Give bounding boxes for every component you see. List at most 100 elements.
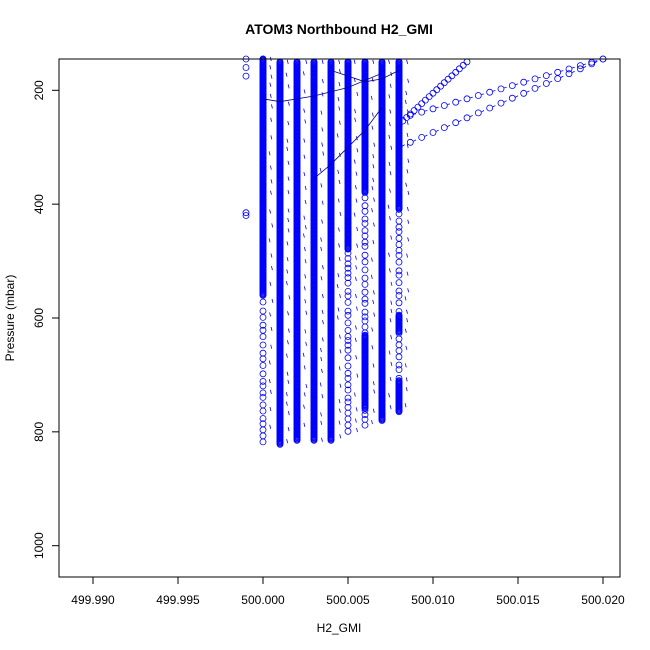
column-point-500.000 [259, 355, 267, 363]
column-point-500.006 [361, 384, 369, 392]
dash-mark [338, 243, 340, 248]
track-point [576, 62, 584, 69]
dash-mark [288, 328, 290, 333]
track-dash [408, 115, 410, 117]
column-point-500.005 [344, 264, 352, 272]
dash-mark [407, 78, 410, 83]
dash-mark [304, 225, 307, 230]
column-point-500.000 [259, 62, 267, 70]
column-point-500.000 [259, 172, 267, 180]
dash-mark [286, 371, 289, 376]
dash-mark [305, 383, 308, 389]
dash-mark [269, 209, 271, 214]
dash-mark [372, 381, 375, 386]
dash-mark [320, 246, 323, 252]
dash-mark [286, 241, 289, 246]
column-point-500.008 [395, 172, 403, 180]
track-point [421, 96, 429, 104]
dash-mark [388, 393, 391, 398]
dash-mark [389, 171, 392, 176]
dash-mark [304, 247, 306, 252]
dash-mark [353, 392, 356, 397]
track-point [429, 89, 437, 97]
column-point-500.005 [344, 398, 352, 406]
column-point-500.006 [361, 299, 369, 307]
dash-mark [304, 299, 307, 304]
column-point-500.005 [344, 214, 352, 222]
column-point-500.005 [344, 223, 352, 231]
column-point-500.005 [344, 260, 352, 268]
dash-mark [287, 101, 290, 106]
dash-mark [355, 198, 358, 203]
dash-mark [338, 120, 341, 125]
dash-mark [269, 65, 272, 70]
column-point-500.006 [361, 391, 369, 399]
dash-mark [322, 265, 324, 270]
track-point [455, 65, 463, 73]
track-point [429, 105, 437, 113]
track-point [444, 75, 452, 83]
dash-mark [271, 223, 274, 228]
column-point-500.008 [395, 287, 403, 295]
track-point [542, 72, 550, 79]
column-point-500.000 [259, 241, 267, 249]
track-dash [492, 90, 496, 92]
column-point-500.005 [344, 245, 352, 253]
column-point-500.005 [344, 163, 352, 171]
dash-mark [338, 106, 341, 111]
dash-mark [406, 132, 409, 138]
column-point-500.006 [361, 367, 369, 375]
track-point [554, 75, 562, 82]
dash-mark [407, 190, 410, 196]
x-tick-label: 500.010 [411, 593, 455, 607]
dash-mark [407, 219, 410, 224]
track-dash [469, 115, 473, 118]
track-point [452, 98, 460, 106]
track-point [531, 85, 539, 92]
column-point-500.008 [395, 123, 403, 130]
column-point-500.008 [395, 279, 403, 287]
dash-mark [322, 151, 325, 156]
dash-mark [406, 309, 408, 314]
dash-mark [388, 59, 390, 64]
dash-mark [303, 365, 306, 370]
column-point-500.005 [344, 354, 352, 362]
column-point-500.005 [344, 158, 352, 165]
dash-mark [370, 274, 373, 279]
column-point-500.008 [395, 186, 403, 193]
dash-mark [354, 337, 357, 342]
column-point-500.005 [344, 175, 352, 183]
track-dash [458, 100, 462, 102]
column-point-500.005 [344, 292, 352, 300]
dash-mark [270, 117, 273, 122]
dash-mark [372, 408, 375, 413]
dash-mark [303, 286, 306, 291]
dash-mark [303, 171, 306, 177]
dash-mark [287, 427, 290, 432]
column-point-500.008 [395, 341, 403, 349]
dash-mark [355, 265, 358, 270]
y-tick-label: 800 [32, 422, 46, 442]
dash-mark [356, 148, 359, 153]
column-point-500.005 [344, 386, 352, 394]
dash-mark [405, 345, 408, 350]
column-point-500.000 [259, 393, 267, 401]
column-point-500.002 [293, 436, 301, 444]
column-point-500.008 [395, 396, 403, 404]
column-point-500.000 [259, 307, 267, 315]
dash-mark [404, 403, 407, 408]
track-dash [537, 76, 541, 79]
connecting-line [262, 72, 383, 103]
dash-mark [288, 295, 291, 300]
extra-point [242, 212, 250, 219]
column-point-500.006 [361, 220, 369, 227]
track-dash [481, 110, 485, 113]
dash-mark [304, 274, 307, 279]
column-point-500.008 [395, 198, 403, 206]
dash-mark [287, 217, 290, 223]
column-point-500.008 [395, 347, 403, 355]
dash-mark [355, 407, 358, 412]
column-point-500.006 [361, 189, 369, 196]
extra-point [242, 209, 250, 217]
dash-mark [390, 235, 393, 240]
